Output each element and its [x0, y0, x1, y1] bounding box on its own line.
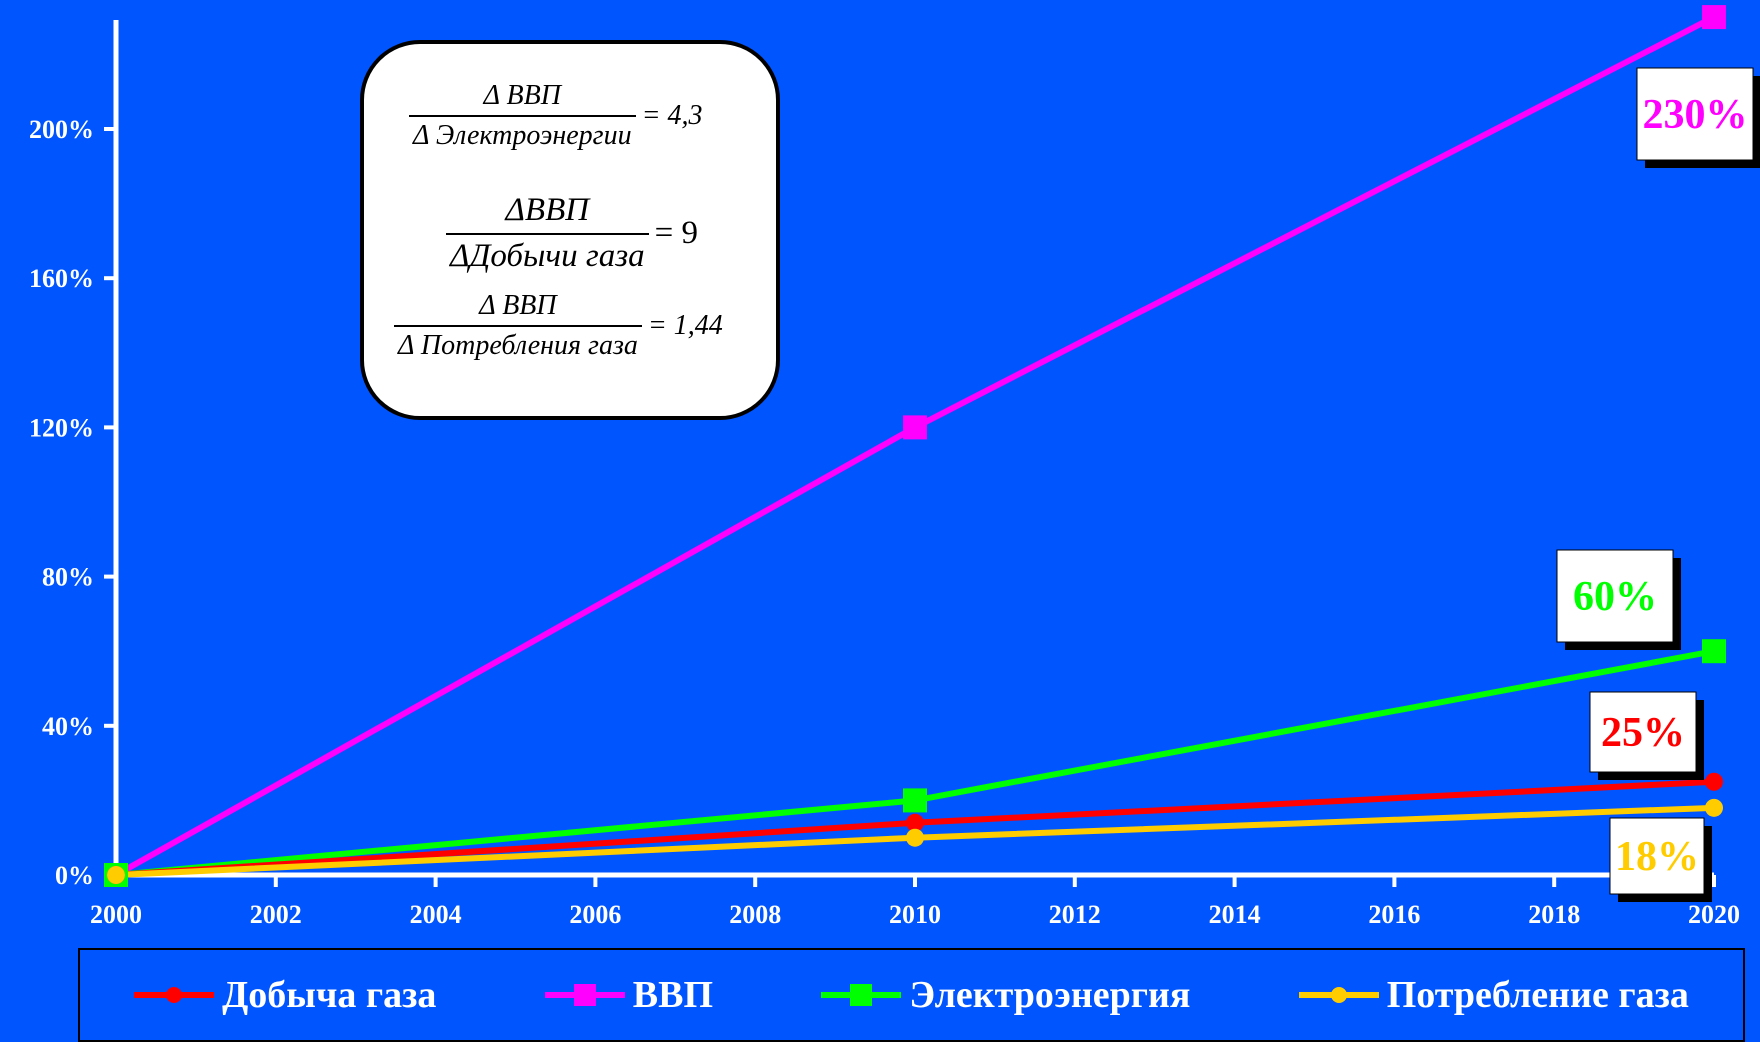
label-box — [1636, 67, 1754, 161]
x-tick-label: 2000 — [90, 900, 142, 929]
x-tick-label: 2008 — [729, 900, 781, 929]
data-point-circle — [906, 813, 924, 832]
formula-box: Δ ВВП Δ Электроэнергии = 4,3 ΔВВП ΔДобыч… — [360, 40, 780, 420]
x-tick-label: 2012 — [1049, 900, 1101, 929]
formula-electricity: Δ ВВП Δ Электроэнергии = 4,3 — [409, 80, 702, 152]
legend-item-gas-consumption[interactable]: Потребление газа — [1298, 973, 1689, 1017]
circle-marker-icon — [1298, 987, 1379, 1003]
square-marker-icon — [544, 984, 625, 1006]
end-value-labels: 230% 60% 25% 18% — [1556, 67, 1760, 902]
y-axis-ticks: 0% 40% 80% 120% 160% 200% — [29, 115, 116, 890]
y-tick-label: 80% — [42, 563, 94, 592]
formula-gas-production: ΔВВП ΔДобычи газа = 9 — [446, 192, 698, 276]
end-value-label: 25% — [1601, 710, 1685, 756]
y-tick-label: 0% — [55, 861, 94, 890]
formula-gas-consumption: Δ ВВП Δ Потребления газа = 1,44 — [394, 290, 723, 362]
end-value-label: 18% — [1615, 834, 1699, 880]
y-tick-label: 40% — [42, 712, 94, 741]
data-point-circle — [107, 866, 125, 884]
legend: Добыча газа ВВП Электроэнергия Потреблен… — [78, 948, 1745, 1042]
data-point-circle — [1705, 772, 1723, 791]
formula-numerator: Δ ВВП — [483, 80, 561, 111]
square-marker-icon — [821, 984, 902, 1006]
series-line — [114, 14, 1716, 878]
x-tick-label: 2004 — [410, 900, 462, 929]
y-tick-label: 200% — [29, 115, 94, 144]
y-tick-label: 120% — [29, 413, 94, 442]
x-tick-label: 2014 — [1209, 900, 1261, 929]
x-tick-label: 2006 — [569, 900, 621, 929]
x-tick-label: 2020 — [1688, 900, 1740, 929]
series-markers — [104, 5, 1726, 887]
end-value-label: 60% — [1573, 574, 1657, 620]
formula-result: = 1,44 — [647, 310, 723, 342]
data-point-circle — [906, 828, 924, 847]
formula-denominator: ΔДобычи газа — [450, 237, 645, 274]
formula-result: = 4,3 — [641, 100, 703, 132]
legend-label: Потребление газа — [1386, 974, 1689, 1016]
x-axis-ticks: 2000 2002 2004 2006 2008 2010 2012 2014 2016 2018… — [90, 875, 1740, 929]
label-box — [1609, 817, 1705, 895]
legend-item-gas-production[interactable]: Добыча газа — [134, 973, 436, 1017]
formula-denominator: Δ Электроэнергии — [413, 120, 632, 152]
fraction-bar — [394, 325, 642, 328]
data-point-square — [903, 788, 927, 813]
formula-result: = 9 — [654, 215, 698, 252]
data-point-square — [903, 415, 927, 440]
x-tick-label: 2010 — [889, 900, 941, 929]
fraction-bar — [446, 232, 649, 235]
formula-numerator: Δ ВВП — [479, 290, 557, 321]
circle-marker-icon — [134, 987, 215, 1003]
legend-label: Электроэнергия — [909, 974, 1191, 1016]
end-value-label: 230% — [1643, 92, 1748, 138]
y-tick-label: 160% — [29, 264, 94, 293]
legend-label: Добыча газа — [222, 974, 437, 1016]
x-tick-label: 2002 — [250, 900, 302, 929]
axes — [113, 20, 1714, 878]
legend-item-gdp[interactable]: ВВП — [544, 973, 713, 1017]
x-tick-label: 2018 — [1528, 900, 1580, 929]
label-box — [1589, 691, 1697, 773]
formula-numerator: ΔВВП — [505, 192, 590, 228]
x-tick-label: 2016 — [1368, 900, 1420, 929]
legend-item-electricity[interactable]: Электроэнергия — [821, 973, 1190, 1017]
formula-denominator: Δ Потребления газа — [398, 330, 638, 362]
fraction-bar — [409, 115, 636, 118]
data-point-square — [1702, 639, 1726, 664]
label-box — [1556, 549, 1674, 643]
legend-label: ВВП — [632, 974, 713, 1016]
data-point-circle — [1705, 798, 1723, 817]
series-lines — [114, 14, 1716, 878]
data-point-square — [1702, 5, 1726, 30]
